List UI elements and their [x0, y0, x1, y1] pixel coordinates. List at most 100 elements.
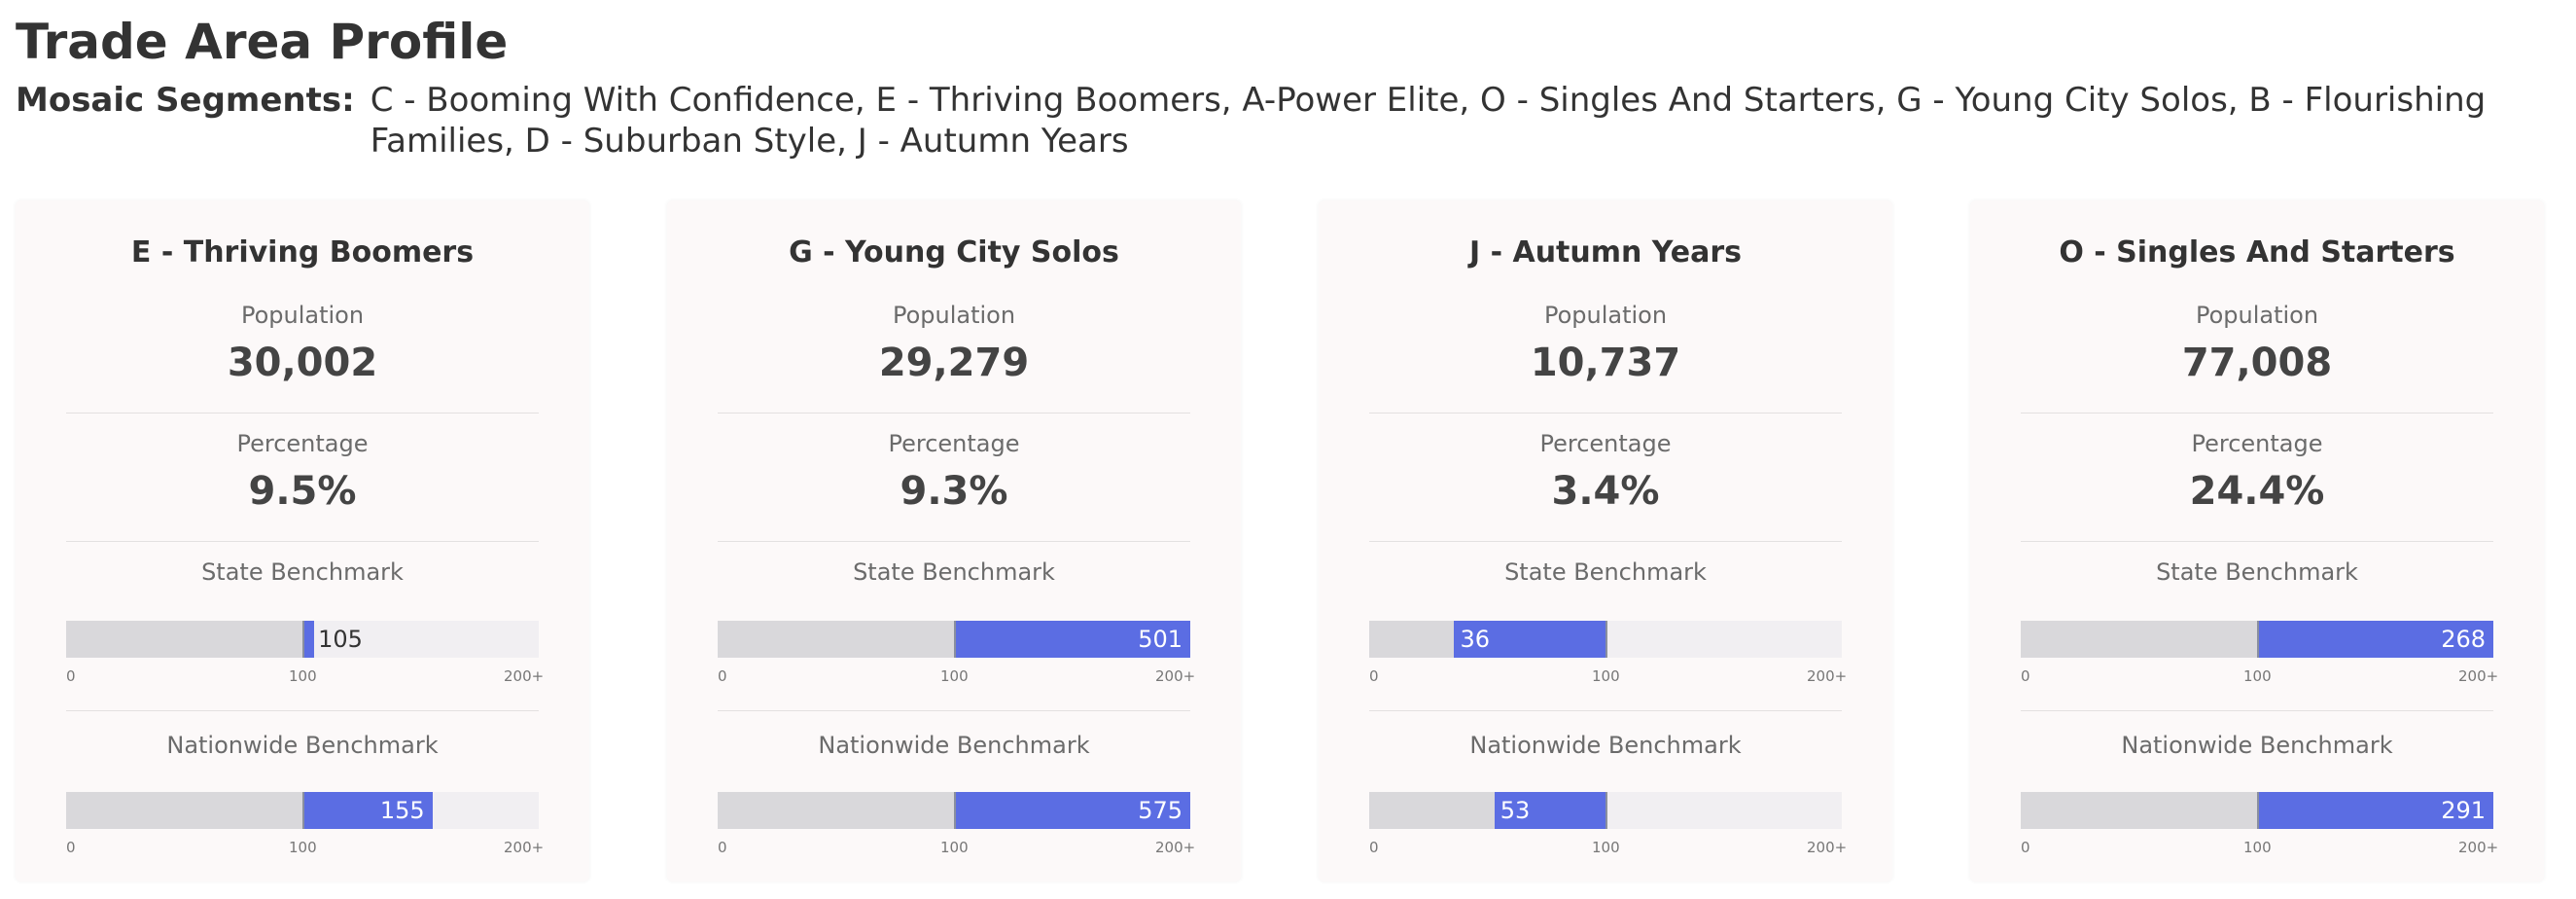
tick-min: 0 [2021, 667, 2030, 685]
segment-card: G - Young City Solos Population 29,279 Perc… [667, 200, 1241, 881]
benchmark-100-marker [302, 792, 304, 829]
divider [66, 710, 539, 711]
state-benchmark-bar: 501 [718, 621, 1190, 658]
tick-min: 0 [718, 839, 727, 856]
state-benchmark-fill [1454, 621, 1606, 658]
nationwide-benchmark-value: 291 [2441, 797, 2486, 824]
benchmark-100-marker [2257, 792, 2259, 829]
card-title: O - Singles And Starters [2059, 235, 2455, 270]
page-title: Trade Area Profile [16, 14, 509, 70]
tick-max: 200+ [1155, 839, 1196, 856]
nationwide-benchmark-bar: 291 [2021, 792, 2493, 829]
percentage-label: Percentage [236, 430, 369, 457]
benchmark-baseline-bar [66, 792, 302, 829]
divider [1369, 413, 1842, 414]
nationwide-benchmark-bar: 53 [1369, 792, 1842, 829]
nationwide-benchmark-fill [2257, 792, 2493, 829]
divider [1369, 710, 1842, 711]
benchmark-100-marker [1606, 792, 1607, 829]
nationwide-benchmark-value: 575 [1138, 797, 1182, 824]
card-title: J - Autumn Years [1468, 235, 1743, 270]
benchmark-baseline-bar [2021, 621, 2257, 658]
tick-min: 0 [1369, 839, 1379, 856]
divider [66, 413, 539, 414]
divider [2021, 710, 2493, 711]
divider [2021, 541, 2493, 542]
population-label: Population [1543, 302, 1668, 329]
population-label: Population [240, 302, 365, 329]
card-title: G - Young City Solos [789, 235, 1119, 270]
tick-mid: 100 [289, 839, 317, 856]
tick-max: 200+ [2458, 839, 2499, 856]
nationwide-benchmark-label: Nationwide Benchmark [818, 732, 1090, 759]
segment-card: J - Autumn Years Population 10,737 Percenta… [1319, 200, 1892, 881]
percentage-value: 3.4% [1551, 469, 1660, 514]
divider [1369, 541, 1842, 542]
tick-mid: 100 [1592, 839, 1620, 856]
population-label: Population [892, 302, 1016, 329]
state-benchmark-value: 105 [318, 626, 363, 653]
state-benchmark-bar: 268 [2021, 621, 2493, 658]
benchmark-100-marker [954, 792, 956, 829]
segment-cards: E - Thriving Boomers Population 30,002 Perc… [16, 200, 2544, 881]
state-benchmark-bar: 36 [1369, 621, 1842, 658]
state-benchmark-label: State Benchmark [853, 558, 1055, 586]
percentage-label: Percentage [1539, 430, 1672, 457]
state-benchmark-value: 268 [2441, 626, 2486, 653]
benchmark-baseline-bar [718, 792, 954, 829]
tick-max: 200+ [1807, 839, 1848, 856]
percentage-label: Percentage [888, 430, 1020, 457]
benchmark-baseline-bar [2021, 792, 2257, 829]
nationwide-benchmark-label: Nationwide Benchmark [166, 732, 439, 759]
tick-mid: 100 [289, 667, 317, 685]
nationwide-benchmark-bar: 575 [718, 792, 1190, 829]
population-value: 77,008 [2181, 341, 2333, 385]
state-benchmark-value: 501 [1138, 626, 1182, 653]
state-benchmark-bar: 105 [66, 621, 539, 658]
state-benchmark-fill [2257, 621, 2493, 658]
tick-max: 200+ [1807, 667, 1848, 685]
state-benchmark-label: State Benchmark [2156, 558, 2358, 586]
divider [2021, 413, 2493, 414]
benchmark-100-marker [302, 621, 304, 658]
benchmark-100-marker [2257, 621, 2259, 658]
state-benchmark-value: 36 [1460, 626, 1491, 653]
nationwide-benchmark-fill [1494, 792, 1606, 829]
tick-mid: 100 [940, 839, 969, 856]
percentage-value: 9.5% [248, 469, 357, 514]
tick-max: 200+ [2458, 667, 2499, 685]
nationwide-benchmark-fill [954, 792, 1190, 829]
mosaic-segments-value: C - Booming With Confidence, E - Thrivin… [370, 81, 2487, 161]
tick-min: 0 [66, 667, 76, 685]
state-benchmark-fill [302, 621, 315, 658]
nationwide-benchmark-label: Nationwide Benchmark [1469, 732, 1742, 759]
benchmark-baseline-bar [718, 621, 954, 658]
population-value: 30,002 [227, 341, 378, 385]
tick-mid: 100 [1592, 667, 1620, 685]
nationwide-benchmark-value: 53 [1500, 797, 1531, 824]
tick-min: 0 [718, 667, 727, 685]
benchmark-100-marker [954, 621, 956, 658]
benchmark-baseline-bar [66, 621, 302, 658]
percentage-label: Percentage [2191, 430, 2323, 457]
tick-mid: 100 [2243, 667, 2272, 685]
nationwide-benchmark-bar: 155 [66, 792, 539, 829]
tick-max: 200+ [504, 839, 545, 856]
divider [718, 541, 1190, 542]
tick-mid: 100 [940, 667, 969, 685]
divider [66, 541, 539, 542]
tick-min: 0 [66, 839, 76, 856]
segment-card: O - Singles And Starters Population 77,008… [1970, 200, 2544, 881]
population-value: 29,279 [878, 341, 1030, 385]
tick-mid: 100 [2243, 839, 2272, 856]
population-label: Population [2195, 302, 2319, 329]
segment-card: E - Thriving Boomers Population 30,002 Perc… [16, 200, 589, 881]
state-benchmark-fill [954, 621, 1190, 658]
nationwide-benchmark-fill [302, 792, 433, 829]
tick-min: 0 [2021, 839, 2030, 856]
percentage-value: 24.4% [2189, 469, 2325, 514]
benchmark-100-marker [1606, 621, 1607, 658]
tick-max: 200+ [1155, 667, 1196, 685]
divider [718, 413, 1190, 414]
card-title: E - Thriving Boomers [130, 235, 475, 270]
